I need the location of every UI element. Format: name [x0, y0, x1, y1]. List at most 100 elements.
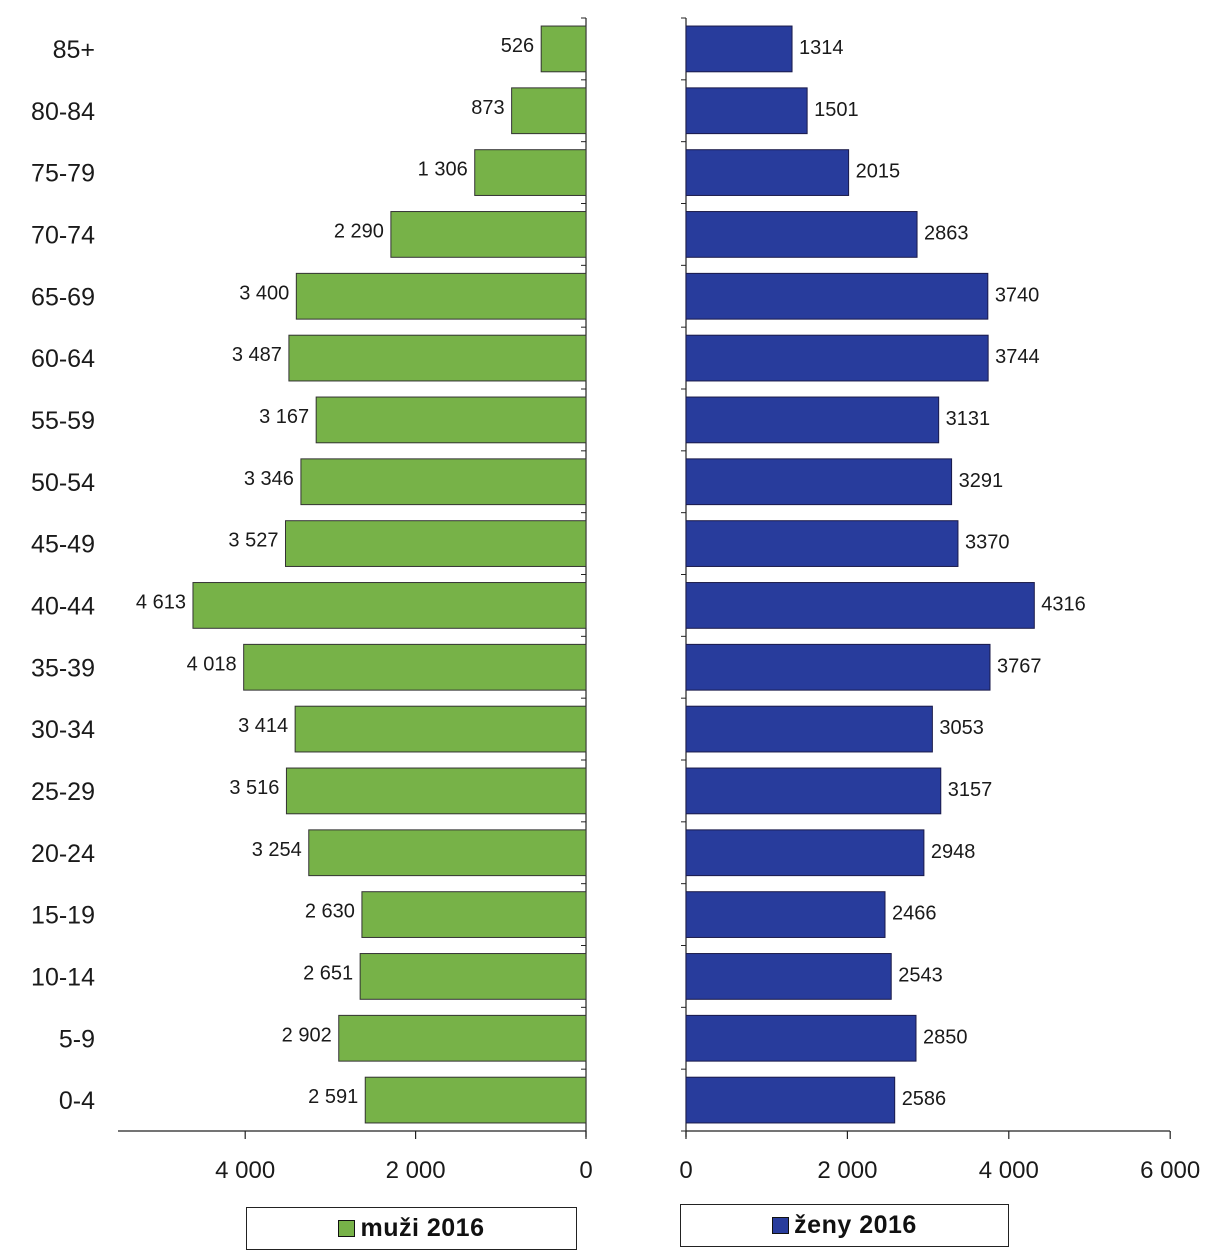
men-bar [300, 458, 587, 506]
age-group-label: 40-44 [31, 592, 95, 620]
men-data-label: 3 527 [228, 530, 278, 552]
legend-women-label: ženy 2016 [794, 1211, 917, 1239]
men-data-label: 3 487 [232, 344, 282, 366]
women-data-label: 2863 [924, 222, 969, 244]
women-data-label: 1314 [799, 37, 844, 59]
women-data-label: 2850 [923, 1026, 968, 1048]
men-data-label: 3 167 [259, 406, 309, 428]
men-data-label: 4 613 [136, 591, 186, 613]
women-data-label: 3370 [965, 532, 1010, 554]
women-bar [685, 891, 886, 938]
women-data-label: 3291 [959, 470, 1004, 492]
men-bar [243, 643, 587, 691]
age-group-label: 10-14 [31, 963, 95, 991]
women-data-label: 3740 [995, 284, 1040, 306]
women-data-label: 2466 [892, 903, 937, 925]
men-bar [540, 25, 587, 73]
men-bar [359, 953, 587, 1000]
age-group-label: 30-34 [31, 716, 95, 744]
women-bar [685, 1014, 917, 1062]
men-data-label: 3 346 [244, 468, 294, 490]
men-data-label: 2 591 [308, 1086, 358, 1108]
men-bar [364, 1076, 587, 1124]
age-group-label: 75-79 [31, 160, 95, 188]
legend-men-swatch [338, 1220, 356, 1237]
men-bar [295, 272, 587, 320]
men-bar [308, 829, 587, 877]
age-group-label: 45-49 [31, 531, 95, 559]
women-data-label: 2015 [856, 161, 901, 183]
women-bar [685, 149, 850, 196]
right-value-tick-label: 6 000 [1140, 1157, 1200, 1184]
men-bar [338, 1014, 587, 1062]
women-data-label: 1501 [814, 99, 859, 121]
age-group-label: 70-74 [31, 221, 95, 249]
men-bar [285, 767, 587, 815]
legend-men-label: muži 2016 [360, 1214, 485, 1242]
women-bar [685, 87, 808, 135]
men-bar [315, 396, 587, 444]
men-data-label: 3 400 [239, 282, 289, 304]
men-bar [511, 87, 587, 135]
men-data-label: 2 290 [334, 220, 384, 242]
age-group-label: 85+ [53, 36, 95, 64]
legend-men: muži 2016 [246, 1207, 577, 1250]
women-bar [685, 458, 953, 506]
men-bar [284, 520, 587, 567]
men-data-label: 3 254 [252, 839, 302, 861]
age-group-label: 80-84 [31, 98, 95, 126]
women-data-label: 3053 [939, 717, 984, 739]
age-group-label: 35-39 [31, 654, 95, 682]
women-bar [685, 211, 918, 258]
men-data-label: 2 651 [303, 962, 353, 984]
women-bar [685, 520, 959, 567]
age-group-label: 55-59 [31, 407, 95, 435]
women-bar [685, 1076, 896, 1124]
women-bar [685, 767, 942, 815]
men-bar [361, 891, 587, 938]
men-bar [288, 334, 587, 382]
age-group-label: 25-29 [31, 778, 95, 806]
women-bar [685, 705, 933, 753]
men-bar [192, 582, 587, 629]
right-value-tick-label: 0 [679, 1157, 692, 1184]
women-data-label: 2948 [931, 841, 976, 863]
women-data-label: 3157 [948, 779, 993, 801]
age-group-label: 50-54 [31, 469, 95, 497]
women-bar [685, 334, 989, 382]
legend-women: ženy 2016 [680, 1204, 1009, 1247]
women-bar [685, 953, 892, 1000]
age-group-label: 20-24 [31, 840, 95, 868]
left-value-tick-label: 4 000 [215, 1157, 275, 1184]
women-data-label: 4316 [1041, 593, 1086, 615]
women-data-label: 3744 [995, 346, 1040, 368]
women-bar [685, 396, 940, 444]
women-bar [685, 829, 925, 877]
women-data-label: 3767 [997, 655, 1041, 677]
legend-women-swatch [772, 1217, 790, 1234]
age-group-label: 5-9 [59, 1025, 95, 1053]
men-data-label: 3 516 [229, 777, 279, 799]
right-value-tick-label: 4 000 [979, 1157, 1039, 1184]
women-bar [685, 272, 989, 320]
women-bar [685, 582, 1035, 629]
women-bar [685, 25, 793, 73]
women-data-label: 2543 [898, 964, 943, 986]
women-data-label: 2586 [902, 1088, 947, 1110]
men-data-label: 2 630 [305, 901, 355, 923]
right-value-tick-label: 2 000 [817, 1157, 877, 1184]
men-bar [474, 149, 587, 196]
women-bar [685, 643, 991, 691]
men-data-label: 873 [471, 97, 504, 119]
men-data-label: 1 306 [418, 159, 468, 181]
men-data-label: 526 [501, 35, 534, 57]
left-value-tick-label: 0 [579, 1157, 592, 1184]
age-group-label: 60-64 [31, 345, 95, 373]
men-data-label: 4 018 [187, 653, 237, 675]
men-bar [390, 211, 587, 258]
men-data-label: 3 414 [238, 715, 288, 737]
left-value-tick-label: 2 000 [386, 1157, 446, 1184]
age-group-label: 15-19 [31, 902, 95, 930]
men-data-label: 2 902 [282, 1024, 332, 1046]
